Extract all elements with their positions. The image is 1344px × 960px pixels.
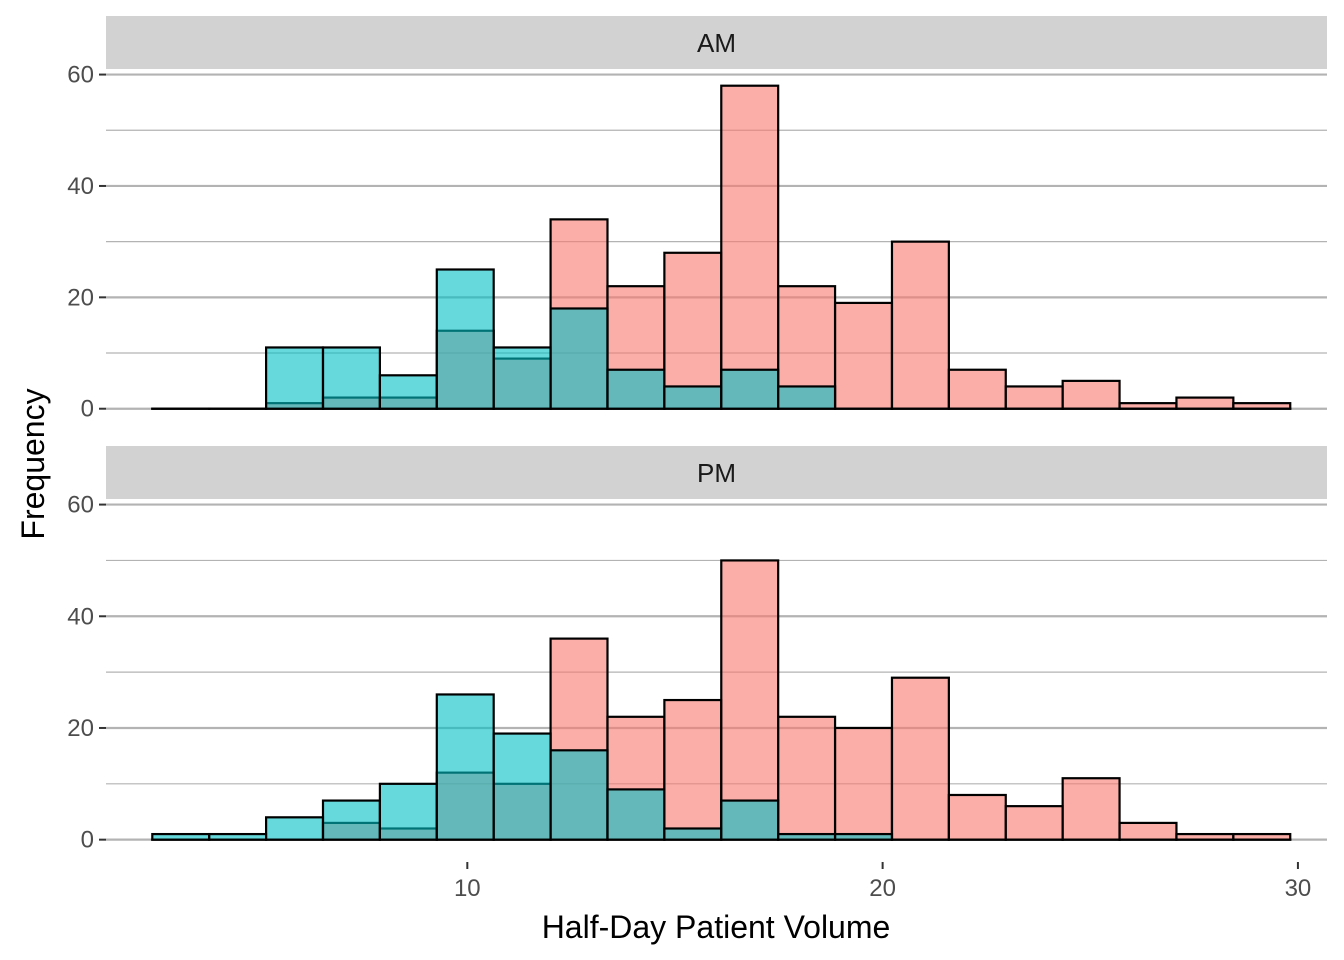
histogram-bar	[549, 749, 609, 841]
histogram-bar	[663, 251, 723, 410]
histogram-bar	[492, 346, 552, 410]
x-tick-label: 20	[869, 875, 896, 902]
histogram-bar	[663, 827, 723, 841]
histogram-bar	[663, 385, 723, 410]
histogram-bar	[1175, 396, 1235, 410]
series-0-bars	[151, 559, 1292, 841]
histogram-bar	[777, 715, 837, 841]
histogram-bar	[606, 788, 666, 841]
y-tick-label: 0	[81, 827, 94, 854]
histogram-bar	[1004, 385, 1064, 410]
histogram-bar	[777, 385, 837, 410]
histogram-bar	[947, 368, 1007, 410]
facet-strip-label: PM	[697, 458, 736, 488]
histogram-bar	[265, 816, 325, 841]
panel-pm: PM 0 20 40 60	[67, 446, 1327, 854]
histogram-bar	[321, 346, 381, 410]
y-tick-label: 60	[67, 492, 94, 519]
histogram-bar	[606, 368, 666, 410]
histogram-bar	[1004, 805, 1064, 841]
histogram-bar	[663, 698, 723, 841]
facet-strip	[106, 446, 1327, 499]
histogram-bar	[435, 693, 495, 841]
panel-am: AM 0 20 40 60	[67, 16, 1327, 423]
series-1-bars	[151, 268, 1292, 410]
histogram-bar	[720, 559, 780, 841]
histogram-bar	[890, 676, 950, 841]
histogram-bar	[265, 346, 325, 410]
histogram-bar	[947, 793, 1007, 841]
histogram-bar	[1061, 379, 1121, 410]
x-tick-label: 30	[1285, 875, 1312, 902]
x-axis: 10 20 30	[454, 862, 1311, 902]
y-tick-label: 0	[81, 396, 94, 423]
histogram-bar	[151, 832, 211, 841]
histogram-bar	[1061, 777, 1121, 841]
series-1-bars	[151, 693, 1292, 841]
histogram-bar	[208, 832, 268, 841]
histogram-bar	[1118, 821, 1178, 841]
facet-strip-label: AM	[697, 28, 736, 58]
histogram-bar	[378, 374, 438, 410]
facet-strip	[106, 16, 1327, 69]
y-tick-label: 20	[67, 284, 94, 311]
x-tick-label: 10	[454, 875, 481, 902]
y-tick-label: 40	[67, 603, 94, 630]
histogram-bar	[492, 732, 552, 841]
histogram-bar	[833, 726, 894, 841]
histogram-bar	[833, 301, 894, 410]
histogram-bar	[720, 84, 780, 410]
y-axis-title: Frequency	[15, 388, 51, 539]
panels-layer: AM 0 20 40 60 PM 0 20 40 60	[67, 16, 1327, 854]
x-axis-title: Half-Day Patient Volume	[542, 909, 891, 945]
y-tick-label: 40	[67, 173, 94, 200]
histogram-bar	[777, 832, 837, 841]
histogram-bar	[890, 240, 950, 410]
histogram-bar	[833, 832, 894, 841]
y-tick-label: 60	[67, 62, 94, 89]
histogram-bar	[720, 799, 780, 841]
histogram-bar	[435, 268, 495, 410]
histogram-bar	[321, 799, 381, 841]
histogram-bar	[549, 307, 609, 410]
histogram-bar	[720, 368, 780, 410]
y-tick-label: 20	[67, 715, 94, 742]
histogram-bar	[378, 782, 438, 841]
